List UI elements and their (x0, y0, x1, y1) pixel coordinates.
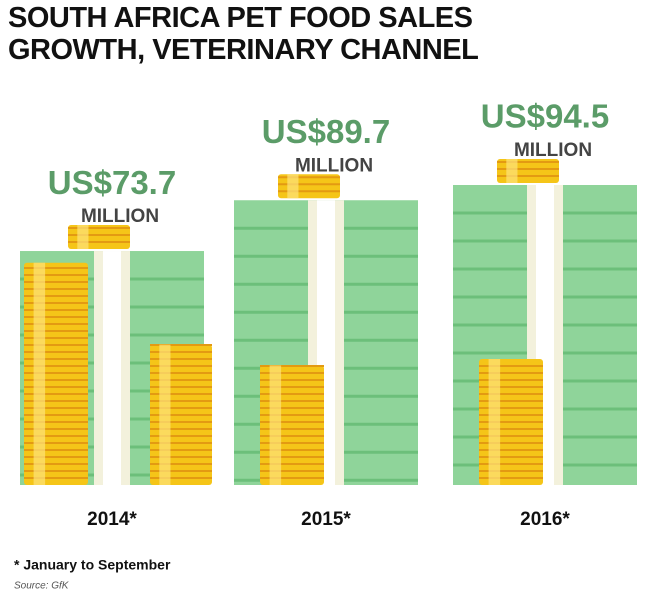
x-tick-label: 2016* (520, 509, 570, 530)
unit-label: MILLION (81, 206, 159, 227)
money-stack (453, 159, 637, 485)
money-stack (234, 174, 418, 485)
value-label: US$94.5 (481, 98, 609, 135)
coin-shine (33, 262, 46, 485)
coin-shine (269, 365, 282, 485)
source: Source: GfK (14, 581, 70, 592)
x-tick-label: 2014* (87, 509, 137, 530)
chart-title: SOUTH AFRICA PET FOOD SALES GROWTH, VETE… (8, 2, 479, 66)
coin-shine (287, 174, 299, 199)
value-label: US$73.7 (48, 164, 176, 201)
value-label: US$89.7 (262, 113, 390, 150)
coin-shine (77, 225, 89, 250)
coin-shine (506, 159, 518, 183)
bill-band-core (103, 251, 121, 485)
unit-label: MILLION (514, 140, 592, 161)
money-stack (20, 225, 212, 485)
coin-shine (159, 344, 171, 485)
footnote: * January to September (14, 557, 171, 573)
coin-shine (488, 359, 501, 485)
unit-label: MILLION (295, 155, 373, 176)
x-tick-label: 2015* (301, 509, 351, 530)
